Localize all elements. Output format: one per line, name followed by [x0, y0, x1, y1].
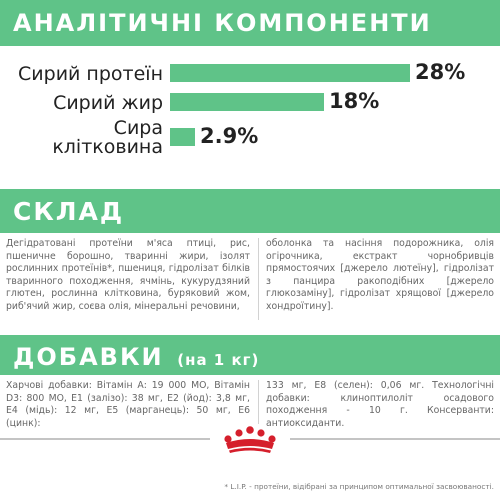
additives-header: ДОБАВКИ (на 1 кг): [0, 335, 500, 375]
bar-label: Сира клітковина: [52, 119, 163, 157]
bar-label-line: клітковина: [52, 136, 163, 158]
composition-header: СКЛАД: [0, 189, 500, 233]
composition-text-right: оболонка та насіння подорожника, олія ог…: [266, 238, 494, 312]
analytical-components-header: АНАЛІТИЧНІ КОМПОНЕНТИ: [0, 0, 500, 46]
additives-title-row: ДОБАВКИ (на 1 кг): [13, 343, 259, 371]
additives-text-left: Харчові добавки: Вітамін А: 19 000 МО, В…: [6, 380, 250, 429]
bar-value-label: 2.9%: [200, 124, 259, 148]
bar: [170, 93, 324, 111]
additives-divider: [258, 380, 259, 424]
bar-label: Сирий жир: [53, 91, 163, 114]
bar-label-line: Сирий жир: [53, 91, 163, 114]
composition-text-left: Дегідратовані протеїни м'яса птиці, рис,…: [6, 238, 250, 312]
bar-value-label: 18%: [329, 89, 380, 113]
bar-label: Сирий протеїн: [18, 62, 163, 85]
additives-title: ДОБАВКИ: [13, 343, 164, 371]
bar: [170, 128, 195, 146]
composition-title: СКЛАД: [13, 197, 125, 226]
composition-divider: [258, 238, 259, 320]
additives-text-right: 133 мг, Е8 (селен): 0,06 мг. Технологічн…: [266, 380, 494, 429]
bar-label-line: Сирий протеїн: [18, 62, 163, 85]
crown-logo-icon: [224, 426, 276, 453]
additives-subtitle: (на 1 кг): [177, 351, 260, 369]
bar-value-label: 28%: [415, 60, 466, 84]
bar: [170, 64, 410, 82]
bar-label-line: Сира: [113, 117, 163, 139]
footnote: * L.I.P. - протеїни, відібрані за принци…: [224, 482, 494, 491]
analytical-components-title: АНАЛІТИЧНІ КОМПОНЕНТИ: [13, 9, 432, 37]
